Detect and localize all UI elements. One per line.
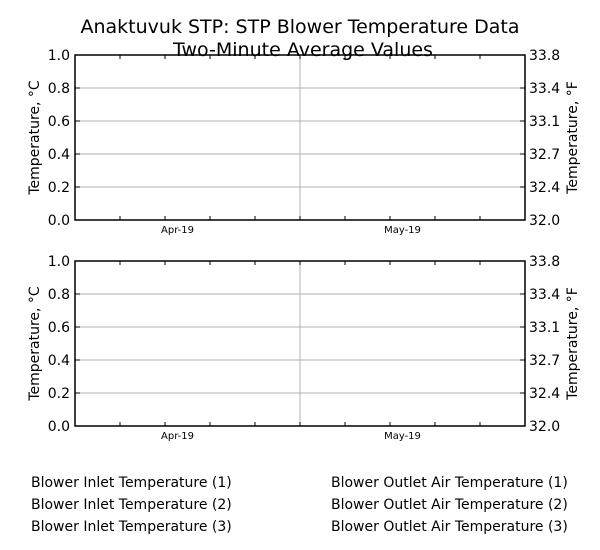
panel-1-ytick-label-right-3: 33.1 — [529, 114, 560, 130]
panel-2-ytick-label-left-2: 0.4 — [48, 353, 70, 369]
panel-2-ytick-label-right-4: 33.4 — [529, 287, 560, 303]
chart-subtitle: Two-Minute Average Values — [172, 39, 433, 61]
panel-2-ytick-label-right-0: 32.0 — [529, 419, 560, 435]
panel-2-ytick-label-right-2: 32.7 — [529, 353, 560, 369]
panel-2-xtick-label-1: May-19 — [384, 431, 421, 442]
panel-1-ytick-label-left-2: 0.4 — [48, 147, 70, 163]
panel-1-ytick-label-right-4: 33.4 — [529, 81, 560, 97]
panel-2-ytick-label-left-1: 0.2 — [48, 386, 70, 402]
panel-1-ytick-label-right-5: 33.8 — [529, 48, 560, 64]
panel-1-frame — [74, 54, 526, 221]
panel-1-ytick-label-left-0: 0.0 — [48, 213, 70, 229]
panel-2-ylabel-right: Temperature, °F — [565, 287, 581, 401]
panel-1-ytick-label-left-4: 0.8 — [48, 81, 70, 97]
panel-1-ylabel-left: Temperature, °C — [27, 80, 43, 196]
panel-2-ylabel-left: Temperature, °C — [27, 286, 43, 402]
legend-left-column: Blower Inlet Temperature (1) Blower Inle… — [31, 472, 232, 538]
panel-1-ylabel-right: Temperature, °F — [565, 81, 581, 195]
chart-title: Anaktuvuk STP: STP Blower Temperature Da… — [80, 16, 519, 38]
panels-group: 0.0 32.0 0.2 32.4 0.4 32.7 0.6 33.1 0.8 33.4 1.0 33… — [27, 48, 581, 442]
panel-2-ytick-label-left-0: 0.0 — [48, 419, 70, 435]
panel-1-ytick-label-left-5: 1.0 — [48, 48, 70, 64]
legend-entry-inlet-1: Blower Inlet Temperature (1) — [31, 475, 232, 491]
panel-1-xtick-label-1: May-19 — [384, 225, 421, 236]
panel-2-xtick-label-0: Apr-19 — [161, 431, 194, 442]
panel-2-ytick-label-left-3: 0.6 — [48, 320, 70, 336]
panel-1-xtick-label-0: Apr-19 — [161, 225, 194, 236]
panel-2-ytick-label-right-3: 33.1 — [529, 320, 560, 336]
legend-entry-outlet-1: Blower Outlet Air Temperature (1) — [331, 475, 568, 491]
panel-1-ytick-label-left-3: 0.6 — [48, 114, 70, 130]
panel-2-ytick-label-right-5: 33.8 — [529, 254, 560, 270]
panel-2-frame — [74, 260, 526, 427]
panel-1-ytick-label-right-1: 32.4 — [529, 180, 560, 196]
legend-right-column: Blower Outlet Air Temperature (1) Blower… — [331, 472, 568, 538]
panel-1-ytick-label-left-1: 0.2 — [48, 180, 70, 196]
panel-2-ytick-label-left-5: 1.0 — [48, 254, 70, 270]
legend-entry-inlet-3: Blower Inlet Temperature (3) — [31, 519, 232, 535]
legend-entry-outlet-3: Blower Outlet Air Temperature (3) — [331, 519, 568, 535]
panel-2-ytick-label-left-4: 0.8 — [48, 287, 70, 303]
panel-2-ytick-label-right-1: 32.4 — [529, 386, 560, 402]
legend-entry-inlet-2: Blower Inlet Temperature (2) — [31, 497, 232, 513]
legend-entry-outlet-2: Blower Outlet Air Temperature (2) — [331, 497, 568, 513]
panel-1-ytick-label-right-0: 32.0 — [529, 213, 560, 229]
panel-1-ytick-label-right-2: 32.7 — [529, 147, 560, 163]
